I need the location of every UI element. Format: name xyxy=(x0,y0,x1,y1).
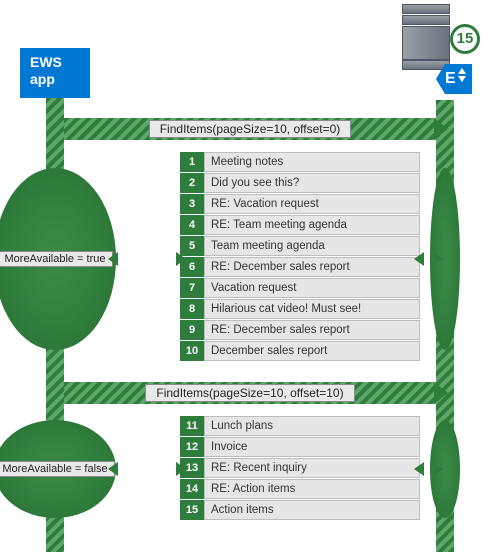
ews-app-box: EWS app xyxy=(20,48,90,98)
list-item: 10December sales report xyxy=(180,341,420,361)
list-item: 8Hilarious cat video! Must see! xyxy=(180,299,420,319)
item-subject: Did you see this? xyxy=(204,173,420,193)
client-activation-2: MoreAvailable = false xyxy=(0,420,116,518)
item-number: 4 xyxy=(180,215,204,235)
item-number: 12 xyxy=(180,437,204,457)
item-number: 15 xyxy=(180,500,204,520)
server-cluster: 15 xyxy=(390,0,480,100)
total-count-badge: 15 xyxy=(450,24,480,54)
item-number: 9 xyxy=(180,320,204,340)
request-arrow-2: FindItems(pageSize=10, offset=10) xyxy=(64,382,436,404)
item-subject: Meeting notes xyxy=(204,152,420,172)
result-list-2: 11Lunch plans12Invoice13RE: Recent inqui… xyxy=(180,416,420,521)
item-subject: Action items xyxy=(204,500,420,520)
result-list-1: 1Meeting notes2Did you see this?3RE: Vac… xyxy=(180,152,420,362)
item-subject: RE: Team meeting agenda xyxy=(204,215,420,235)
item-number: 8 xyxy=(180,299,204,319)
item-subject: Lunch plans xyxy=(204,416,420,436)
ews-app-label-1: EWS xyxy=(30,54,80,71)
list-item: 3RE: Vacation request xyxy=(180,194,420,214)
item-number: 10 xyxy=(180,341,204,361)
request-label-2: FindItems(pageSize=10, offset=10) xyxy=(145,384,354,402)
list-item: 7Vacation request xyxy=(180,278,420,298)
list-item: 15Action items xyxy=(180,500,420,520)
list-item: 6RE: December sales report xyxy=(180,257,420,277)
list-item: 1Meeting notes xyxy=(180,152,420,172)
list-item: 9RE: December sales report xyxy=(180,320,420,340)
item-subject: Invoice xyxy=(204,437,420,457)
client-activation-1: MoreAvailable = true xyxy=(0,168,116,350)
request-arrow-1: FindItems(pageSize=10, offset=0) xyxy=(64,118,436,140)
item-number: 3 xyxy=(180,194,204,214)
item-subject: December sales report xyxy=(204,341,420,361)
item-number: 11 xyxy=(180,416,204,436)
item-number: 2 xyxy=(180,173,204,193)
list-item: 14RE: Action items xyxy=(180,479,420,499)
item-subject: Team meeting agenda xyxy=(204,236,420,256)
item-subject: RE: Recent inquiry xyxy=(204,458,420,478)
item-subject: RE: Action items xyxy=(204,479,420,499)
item-subject: RE: Vacation request xyxy=(204,194,420,214)
item-subject: RE: December sales report xyxy=(204,320,420,340)
list-item: 12Invoice xyxy=(180,437,420,457)
list-item: 2Did you see this? xyxy=(180,173,420,193)
item-number: 7 xyxy=(180,278,204,298)
item-number: 1 xyxy=(180,152,204,172)
list-item: 4RE: Team meeting agenda xyxy=(180,215,420,235)
item-subject: Vacation request xyxy=(204,278,420,298)
list-item: 5Team meeting agenda xyxy=(180,236,420,256)
list-item: 11Lunch plans xyxy=(180,416,420,436)
item-subject: RE: December sales report xyxy=(204,257,420,277)
request-label-1: FindItems(pageSize=10, offset=0) xyxy=(149,120,352,138)
more-available-1: MoreAvailable = true xyxy=(0,251,113,267)
ews-app-label-2: app xyxy=(30,71,80,88)
more-available-2: MoreAvailable = false xyxy=(0,461,115,477)
item-number: 14 xyxy=(180,479,204,499)
list-item: 13RE: Recent inquiry xyxy=(180,458,420,478)
server-icon xyxy=(402,4,450,71)
item-subject: Hilarious cat video! Must see! xyxy=(204,299,420,319)
